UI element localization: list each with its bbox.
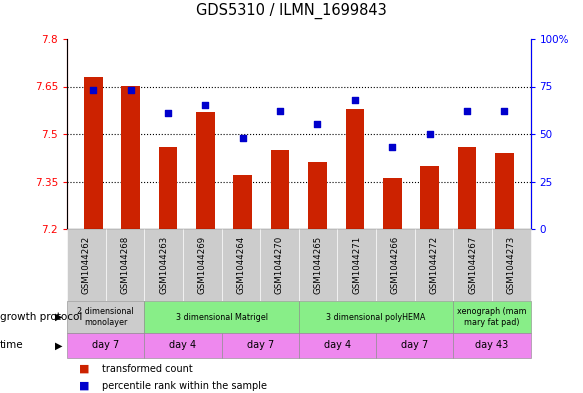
Text: GSM1044271: GSM1044271: [352, 236, 361, 294]
Bar: [346, 109, 364, 229]
Text: percentile rank within the sample: percentile rank within the sample: [102, 381, 267, 391]
Point: [462, 108, 472, 114]
Text: transformed count: transformed count: [102, 364, 193, 373]
Text: GSM1044262: GSM1044262: [82, 236, 91, 294]
Point: [89, 87, 98, 94]
Text: 3 dimensional Matrigel: 3 dimensional Matrigel: [175, 312, 268, 321]
Text: 3 dimensional polyHEMA: 3 dimensional polyHEMA: [326, 312, 426, 321]
Point: [313, 121, 322, 128]
Text: ■: ■: [79, 364, 89, 373]
Text: GSM1044268: GSM1044268: [121, 236, 129, 294]
Text: 2 dimensional
monolayer: 2 dimensional monolayer: [78, 307, 134, 327]
Text: GSM1044269: GSM1044269: [198, 236, 207, 294]
Bar: [84, 77, 103, 229]
Point: [500, 108, 509, 114]
Text: GSM1044263: GSM1044263: [159, 236, 168, 294]
Point: [126, 87, 135, 94]
Text: ▶: ▶: [55, 312, 62, 322]
Text: GSM1044264: GSM1044264: [236, 236, 245, 294]
Text: GSM1044265: GSM1044265: [314, 236, 322, 294]
Text: day 7: day 7: [401, 340, 429, 351]
Bar: [271, 150, 289, 229]
Text: ■: ■: [79, 381, 89, 391]
Point: [163, 110, 173, 116]
Point: [350, 97, 360, 103]
Point: [238, 135, 247, 141]
Text: ▶: ▶: [55, 340, 62, 351]
Text: day 4: day 4: [169, 340, 196, 351]
Bar: [121, 86, 140, 229]
Bar: [383, 178, 402, 229]
Bar: [233, 175, 252, 229]
Bar: [196, 112, 215, 229]
Text: GSM1044273: GSM1044273: [507, 236, 516, 294]
Text: GSM1044267: GSM1044267: [468, 236, 477, 294]
Text: GDS5310 / ILMN_1699843: GDS5310 / ILMN_1699843: [196, 3, 387, 19]
Point: [425, 131, 434, 137]
Text: GSM1044272: GSM1044272: [430, 236, 438, 294]
Text: day 4: day 4: [324, 340, 351, 351]
Point: [388, 144, 397, 151]
Point: [275, 108, 285, 114]
Bar: [420, 166, 439, 229]
Bar: [495, 153, 514, 229]
Text: GSM1044266: GSM1044266: [391, 236, 400, 294]
Text: xenograph (mam
mary fat pad): xenograph (mam mary fat pad): [457, 307, 526, 327]
Text: time: time: [0, 340, 24, 351]
Text: day 43: day 43: [475, 340, 508, 351]
Bar: [458, 147, 476, 229]
Text: day 7: day 7: [92, 340, 120, 351]
Text: growth protocol: growth protocol: [0, 312, 82, 322]
Bar: [159, 147, 177, 229]
Text: GSM1044270: GSM1044270: [275, 236, 284, 294]
Point: [201, 102, 210, 108]
Text: day 7: day 7: [247, 340, 274, 351]
Bar: [308, 162, 327, 229]
